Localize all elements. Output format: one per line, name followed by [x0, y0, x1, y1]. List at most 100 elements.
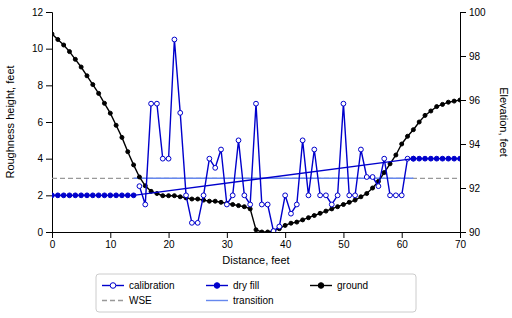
point: [254, 101, 259, 106]
tick-label: 30: [222, 239, 234, 250]
point: [137, 184, 142, 189]
tick-mark: [460, 56, 466, 57]
point: [73, 193, 78, 198]
tick-label: 50: [338, 239, 350, 250]
tick-label: 6: [37, 117, 43, 128]
point: [271, 229, 276, 232]
line: [52, 34, 460, 232]
point: [196, 197, 200, 201]
point: [271, 229, 275, 232]
y-axis-title: Roughness height, feet: [4, 65, 16, 178]
tick-label: 12: [32, 7, 44, 18]
point: [160, 156, 165, 161]
tick-label: 96: [469, 95, 481, 106]
point: [341, 101, 346, 106]
tick: 30: [222, 232, 234, 250]
point: [289, 221, 293, 225]
tick: 10: [105, 232, 117, 250]
point: [452, 156, 457, 161]
tick-label: 4: [37, 153, 43, 164]
point: [114, 123, 118, 127]
point: [423, 113, 427, 117]
point: [61, 193, 66, 198]
point: [441, 102, 445, 106]
point: [213, 165, 218, 170]
tick: 92: [460, 183, 481, 194]
legend-label: WSE: [129, 295, 152, 306]
point: [149, 101, 154, 106]
legend-entry: dry fill: [206, 280, 259, 291]
legend-frame: [96, 274, 416, 312]
point: [237, 204, 241, 208]
tick-mark: [460, 188, 466, 189]
point: [365, 192, 369, 196]
point: [178, 110, 183, 115]
line: [52, 159, 460, 196]
tick-mark: [343, 232, 344, 238]
point: [207, 199, 211, 203]
tick-mark: [227, 232, 228, 238]
point: [318, 193, 323, 198]
tick-mark: [46, 85, 52, 86]
point: [370, 175, 375, 180]
point: [230, 193, 235, 198]
point: [248, 207, 252, 211]
tick: 40: [280, 232, 292, 250]
point: [108, 111, 112, 115]
tick: 20: [164, 232, 176, 250]
point: [125, 193, 130, 198]
point: [341, 203, 345, 207]
point: [91, 83, 95, 87]
point: [283, 223, 287, 227]
point: [434, 156, 439, 161]
point: [79, 65, 83, 69]
tick: 2: [37, 190, 52, 201]
legend-swatch: [102, 300, 124, 301]
point: [318, 211, 322, 215]
point: [330, 207, 334, 211]
line: [139, 40, 413, 232]
point: [428, 156, 433, 161]
point: [423, 156, 428, 161]
point: [62, 43, 66, 47]
tick-mark: [402, 232, 403, 238]
point: [429, 109, 433, 113]
point: [231, 203, 235, 207]
legend-marker: [214, 283, 220, 289]
tick-mark: [46, 12, 52, 13]
tick-label: 70: [455, 239, 467, 250]
point: [131, 193, 136, 198]
point: [301, 218, 305, 222]
point: [446, 156, 451, 161]
point: [364, 175, 369, 180]
point: [85, 74, 89, 78]
point: [73, 57, 77, 61]
point: [260, 230, 264, 232]
point: [67, 193, 72, 198]
point: [96, 193, 101, 198]
point: [56, 38, 60, 42]
point: [184, 193, 189, 198]
tick-label: 92: [469, 183, 481, 194]
point: [201, 193, 206, 198]
point: [52, 193, 54, 198]
y2-axis-line: [461, 13, 467, 233]
point: [359, 147, 364, 152]
point: [359, 195, 363, 199]
point: [172, 194, 176, 198]
tick: 98: [460, 51, 481, 62]
tick-label: 0: [37, 227, 43, 238]
point: [399, 193, 404, 198]
tick: 4: [37, 153, 52, 164]
tick-mark: [46, 49, 52, 50]
legend-entry: transition: [206, 295, 274, 306]
tick-mark: [46, 232, 52, 233]
point: [347, 200, 351, 204]
point: [411, 156, 416, 161]
tick-label: 60: [397, 239, 409, 250]
point: [108, 193, 113, 198]
point: [190, 197, 194, 201]
point: [219, 200, 223, 204]
point: [435, 105, 439, 109]
legend-label: ground: [337, 280, 368, 291]
